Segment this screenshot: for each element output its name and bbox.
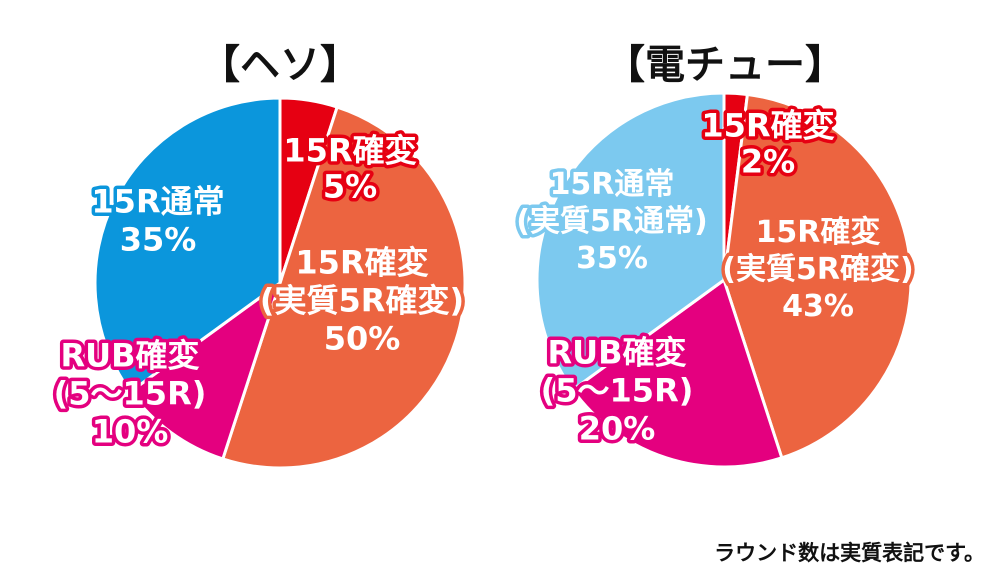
heso-slice-3-label-line-1: RUB確変 [60, 337, 199, 375]
denchu-pie-slice-4 [535, 91, 726, 393]
footnote: ラウンド数は実質表記です。 [714, 541, 985, 565]
denchu-chart-title: 【電チュー】 [605, 42, 845, 88]
denchu-slice-1-label-line-1: 15R確変 [701, 107, 834, 145]
denchu-pie-slice-2 [722, 92, 913, 460]
heso-slice-2-label-line-3: 50% [324, 320, 401, 358]
heso-slice-2-label-line-2: (実質5R確変) [260, 282, 464, 320]
denchu-slice-1-label-line-2: 2% [741, 143, 795, 181]
heso-pie-slice-2 [220, 105, 467, 470]
heso-slice-4-label-line-1: 15R通常 [91, 183, 224, 221]
heso-slice-1-label-line-2: 5% [323, 168, 377, 206]
denchu-pie-chart: 【電チュー】 15R確変2%15R確変(実質5R確変)43%RUB確変(5〜15… [513, 42, 917, 469]
denchu-slice-4-label-line-3: 35% [576, 241, 648, 276]
denchu-slice-2-label-line-3: 43% [782, 289, 854, 324]
denchu-pie-slice-3 [570, 277, 784, 469]
heso-slice-3-label-line-2: (5〜15R) [54, 375, 207, 413]
heso-slice-3-label-line-3: 10% [92, 413, 169, 451]
denchu-slice-4-label-line-1: 15R通常 [550, 167, 675, 202]
heso-chart-title: 【ヘソ】 [200, 42, 360, 88]
denchu-slice-2-label-line-2: (実質5R確変) [722, 252, 913, 287]
denchu-pie-wedges [535, 91, 913, 469]
heso-pie-chart: 【ヘソ】 15R確変5%15R確変(実質5R確変)50%RUB確変(5〜15R)… [50, 42, 468, 470]
denchu-slice-3-label-line-3: 20% [579, 410, 656, 448]
denchu-slice-4-label-line-2: (実質5R通常) [516, 204, 707, 239]
heso-slice-2-label-line-1: 15R確変 [295, 244, 428, 282]
denchu-slice-2-label-line-1: 15R確変 [756, 215, 881, 250]
heso-slice-1-label-line-1: 15R確変 [283, 132, 416, 170]
denchu-slice-3-label-line-1: RUB確変 [547, 334, 686, 372]
heso-pie-slice-4 [93, 96, 282, 394]
heso-pie-wedges [93, 96, 467, 470]
heso-slice-4-label-line-2: 35% [120, 221, 197, 259]
heso-pie-labels: 15R確変5%15R確変(実質5R確変)50%RUB確変(5〜15R)10%15… [50, 128, 467, 454]
heso-pie-slice-3 [128, 279, 283, 461]
denchu-pie-labels: 15R確変2%15R確変(実質5R確変)43%RUB確変(5〜15R)20%15… [513, 103, 917, 451]
denchu-slice-3-label-line-2: (5〜15R) [541, 372, 694, 410]
